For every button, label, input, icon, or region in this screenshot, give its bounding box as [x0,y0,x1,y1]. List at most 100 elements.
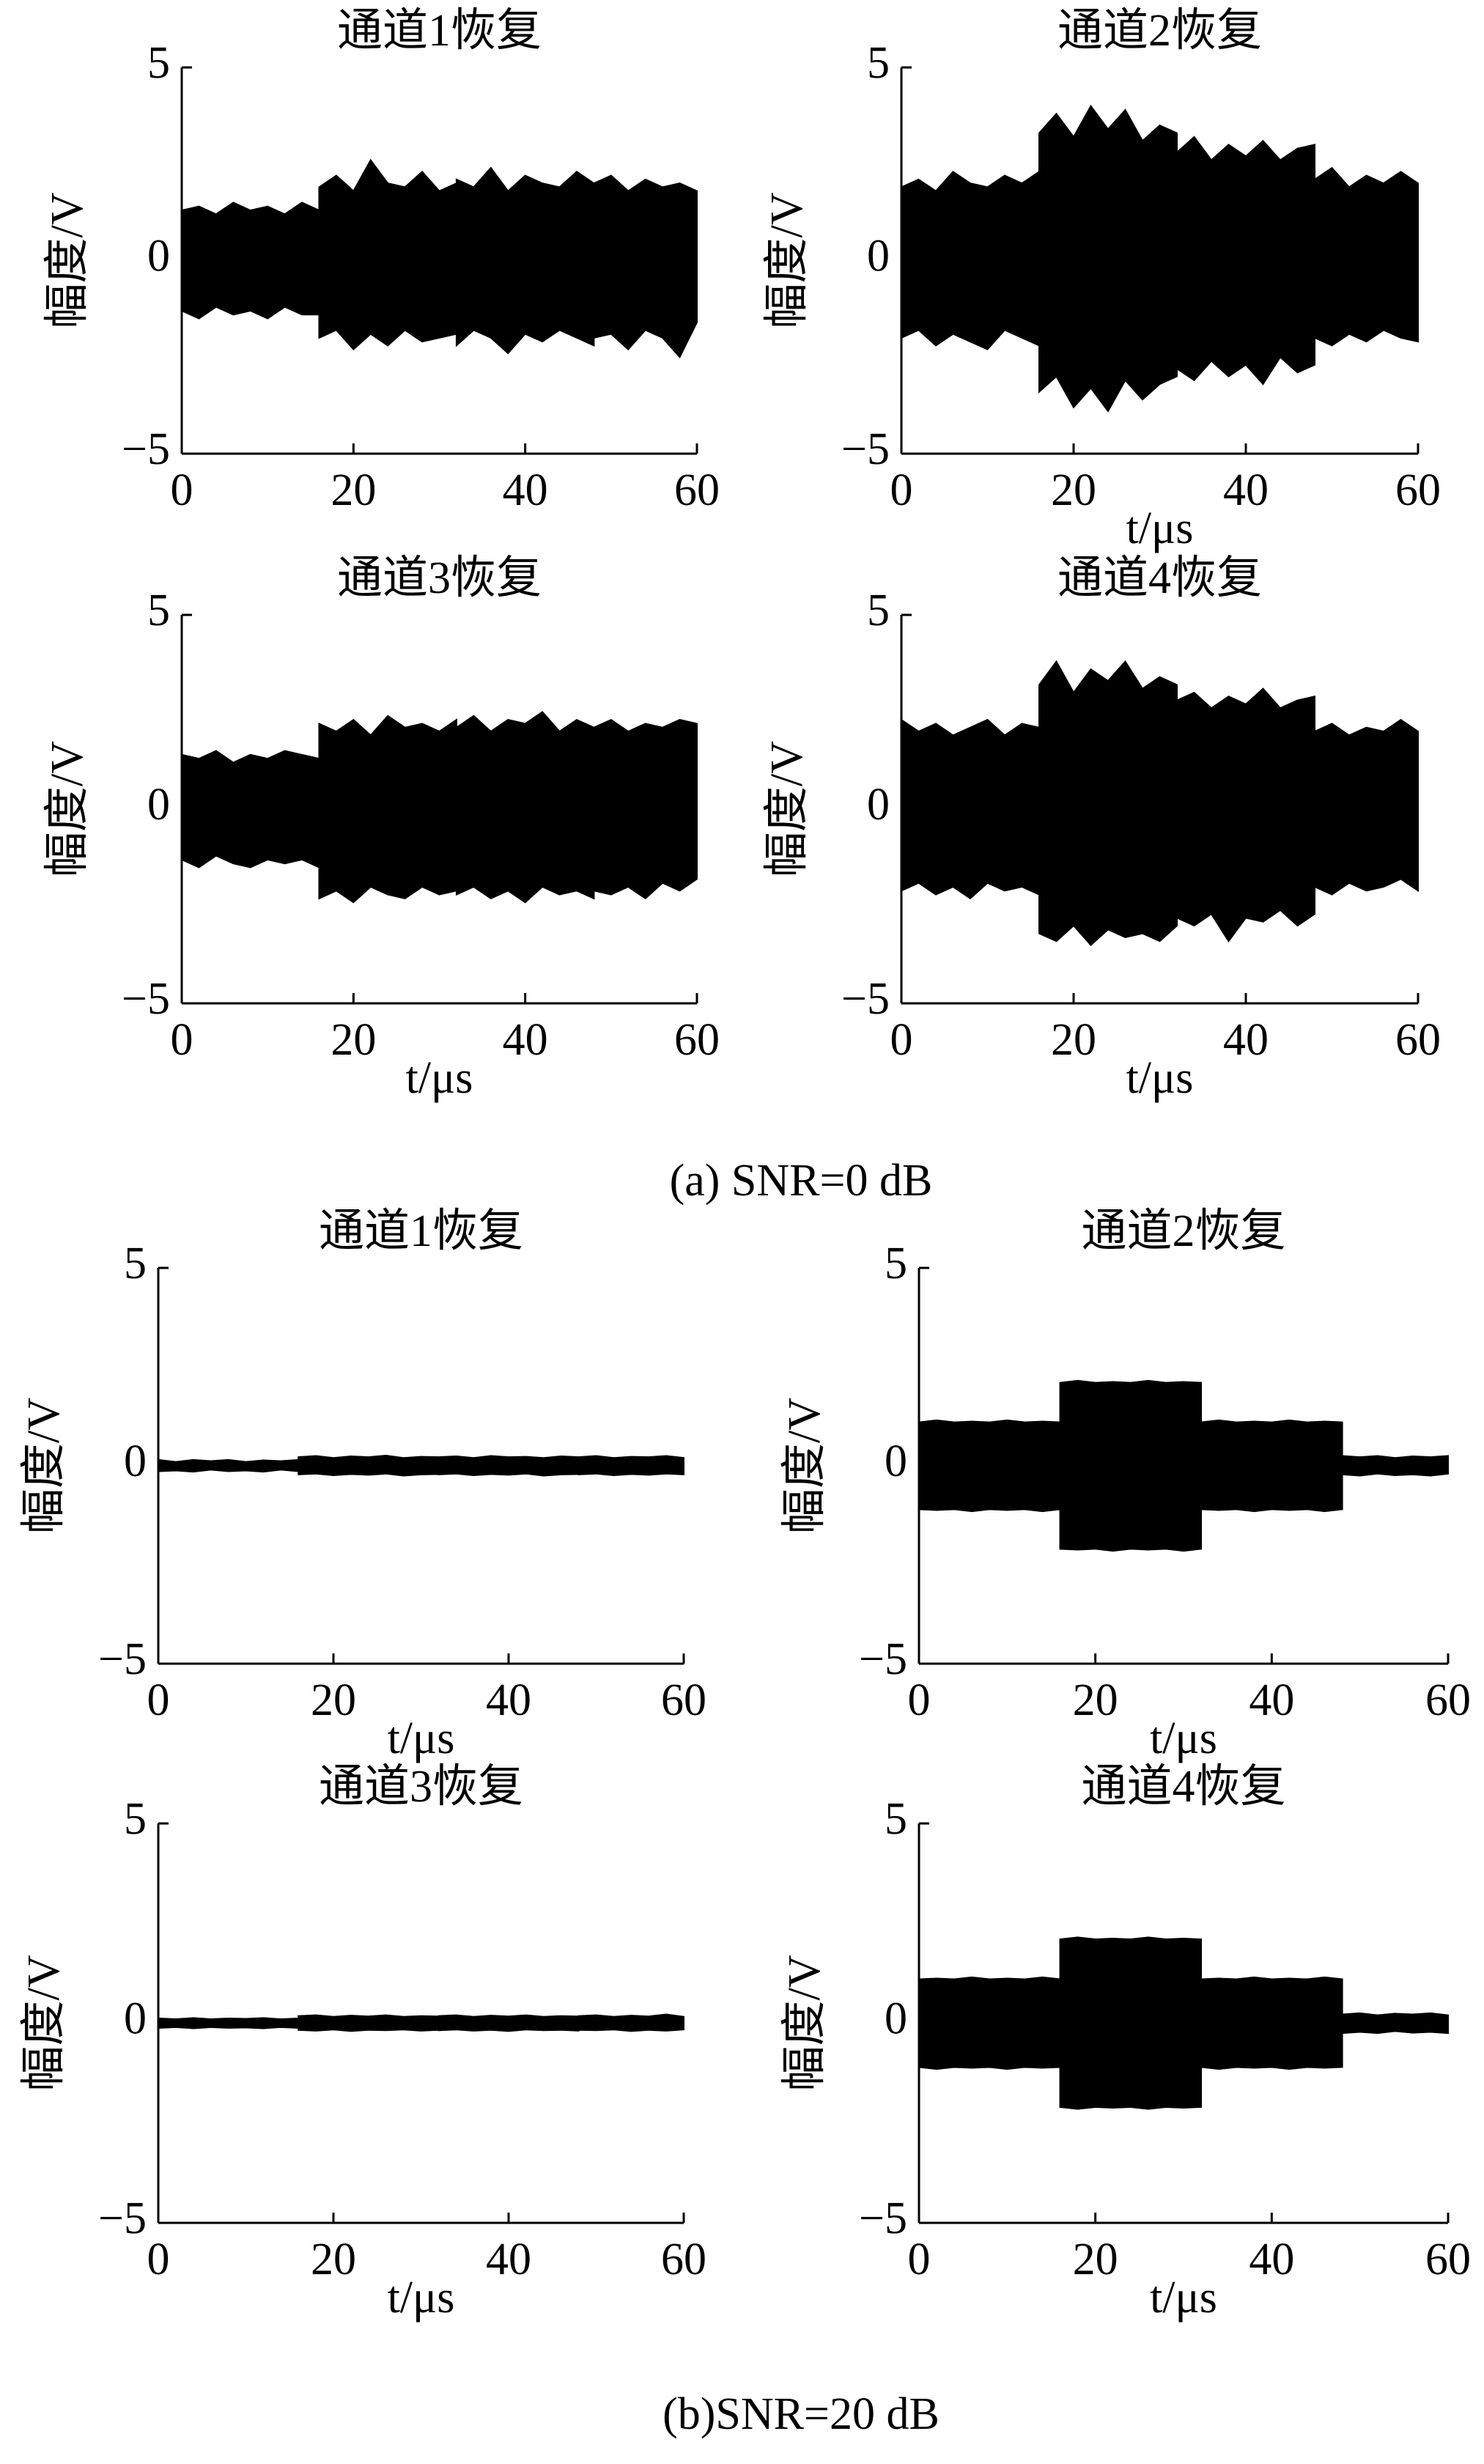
panel-title: 通道2恢复 [1057,6,1262,56]
panel-title: 通道1恢复 [319,1206,523,1256]
y-tick-label: 5 [147,38,170,88]
x-axis-label: t/μs [1126,504,1194,553]
signal-envelope [918,2022,1449,2110]
x-tick-label: 0 [147,1675,170,1725]
y-tick-label: 0 [124,1994,147,2044]
x-tick-label: 40 [1223,1015,1269,1065]
x-tick-label: 0 [890,465,913,515]
x-tick-label: 0 [908,2235,931,2284]
y-axis-label: 幅度/V [762,192,812,328]
x-tick-label: 40 [503,465,548,515]
x-axis-label: t/μs [1150,1714,1217,1763]
x-tick-label: 20 [311,1675,356,1725]
x-axis-label: t/μs [1150,2273,1217,2323]
y-tick-label: 0 [867,232,890,281]
y-tick-label: −5 [98,1634,147,1684]
x-tick-label: 60 [674,465,720,515]
x-tick-label: 40 [486,2235,531,2284]
y-tick-label: −5 [122,424,170,474]
x-tick-label: 60 [661,1675,706,1725]
signal-envelope [158,2022,684,2032]
y-tick-label: 5 [885,1239,907,1288]
y-tick-label: −5 [841,974,890,1024]
signal-envelope [181,808,698,904]
x-axis-label: t/μs [388,2273,455,2323]
caption: (b)SNR=20 dB [662,2389,940,2439]
panel-title: 通道4恢复 [1057,553,1262,603]
y-axis-label: 幅度/V [19,1955,69,2091]
panel-title: 通道4恢复 [1081,1762,1285,1812]
x-tick-label: 20 [1051,1015,1096,1065]
x-tick-label: 40 [1223,465,1269,515]
y-tick-label: 5 [867,38,890,88]
x-axis-label: t/μs [388,1714,455,1763]
signal-envelope [918,1936,1449,2024]
x-tick-label: 20 [1051,465,1096,515]
y-tick-label: 0 [124,1436,147,1486]
y-tick-label: 0 [867,780,890,830]
signal-envelope [901,104,1419,262]
x-tick-label: 20 [311,2235,356,2284]
signal-envelope [901,660,1419,810]
panel-title: 通道2恢复 [1081,1206,1285,1256]
signal-envelope [181,158,698,262]
panel-title: 通道3恢复 [337,553,542,603]
signal-envelope [158,1454,684,1467]
x-tick-label: 20 [1073,1675,1118,1725]
x-tick-label: 0 [908,1675,931,1725]
x-tick-label: 0 [171,465,193,515]
x-tick-label: 60 [661,2235,706,2284]
signal-envelope [158,1465,684,1477]
y-tick-label: −5 [859,2194,907,2243]
signal-envelope [901,259,1419,413]
y-tick-label: 5 [147,586,170,635]
x-tick-label: 60 [674,1015,720,1065]
y-tick-label: 5 [124,1794,147,1844]
y-tick-label: 0 [147,780,170,830]
y-axis-label: 幅度/V [780,1398,830,1534]
x-tick-label: 40 [1249,2235,1294,2284]
x-tick-label: 20 [331,465,376,515]
x-tick-label: 60 [1425,2235,1471,2284]
y-tick-label: −5 [122,974,170,1024]
signal-envelope [158,2013,684,2024]
y-axis-label: 幅度/V [762,741,812,877]
y-axis-label: 幅度/V [19,1398,69,1534]
y-axis-label: 幅度/V [43,741,92,877]
y-tick-label: −5 [98,2194,147,2243]
x-tick-label: 0 [890,1015,913,1065]
x-tick-label: 20 [331,1015,376,1065]
x-tick-label: 40 [1249,1675,1294,1725]
x-tick-label: 20 [1073,2235,1118,2284]
y-tick-label: 5 [885,1794,907,1844]
y-tick-label: −5 [841,424,890,474]
x-tick-label: 40 [503,1015,548,1065]
panel-title: 通道1恢复 [337,6,542,56]
y-axis-label: 幅度/V [43,192,92,328]
y-tick-label: 0 [885,1994,907,2044]
y-tick-label: 5 [124,1239,147,1288]
y-tick-label: 5 [867,586,890,635]
caption: (a) SNR=0 dB [670,1156,933,1206]
x-tick-label: 60 [1395,1015,1441,1065]
y-axis-label: 幅度/V [780,1955,830,2091]
x-tick-label: 0 [147,2235,170,2284]
signal-envelope [918,1379,1449,1467]
signal-envelope [181,259,698,359]
x-tick-label: 60 [1395,465,1441,515]
signal-envelope [181,711,698,810]
y-tick-label: 0 [147,232,170,281]
x-tick-label: 40 [486,1675,531,1725]
x-axis-label: t/μs [406,1053,473,1103]
signal-envelope [918,1465,1449,1552]
x-tick-label: 60 [1425,1675,1471,1725]
